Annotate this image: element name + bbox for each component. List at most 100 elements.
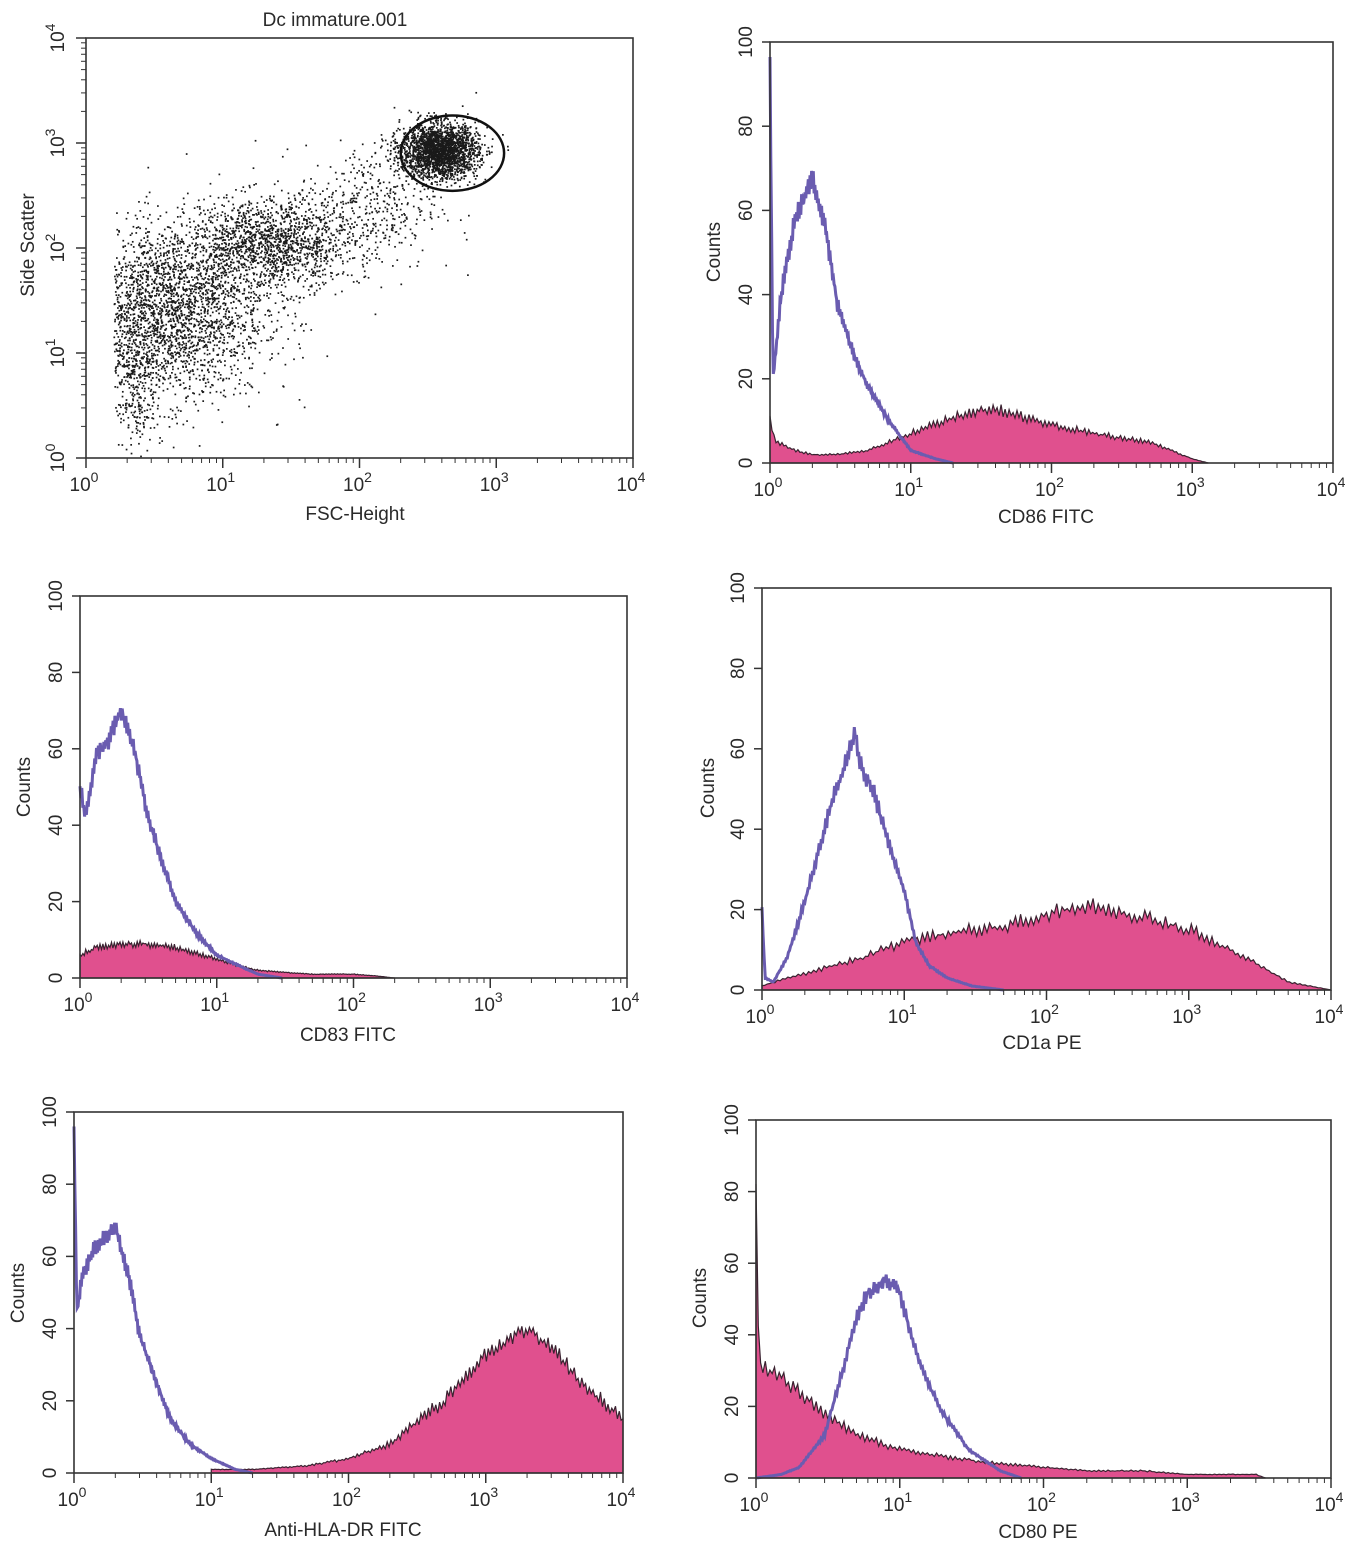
event-dot [231,320,233,323]
event-dot [269,199,272,202]
event-dot [220,247,223,249]
event-dot [190,262,193,265]
event-dot [320,249,322,252]
event-dot [219,337,222,339]
event-dot [201,227,204,230]
event-dot [325,231,328,234]
event-dot [348,242,351,245]
event-dot [155,294,158,297]
event-dot [266,251,269,254]
event-dot [221,341,224,344]
event-dot [182,197,185,200]
event-dot [222,290,225,292]
event-dot [260,210,262,212]
event-dot [432,195,435,198]
event-dot [304,228,306,230]
event-dot [215,285,218,288]
event-dot [132,319,134,321]
event-dot [304,210,307,213]
event-dot [145,343,148,345]
event-dot [240,315,243,317]
event-dot [145,270,148,273]
event-dot [194,249,197,251]
event-dot [213,243,216,246]
event-dot [176,318,179,320]
event-dot [284,262,286,265]
event-dot [140,310,143,313]
event-dot [248,291,250,294]
event-dot [195,291,197,294]
event-dot [214,272,216,275]
event-dot [197,278,199,281]
event-dot [202,265,205,268]
event-dot [402,169,405,172]
event-dot [151,260,154,263]
event-dot [166,250,169,253]
event-dot [158,313,160,316]
event-dot [258,300,261,302]
event-dot [216,270,219,272]
event-dot [192,295,195,298]
event-dot [160,264,163,267]
event-dot [248,184,251,187]
event-dot [176,333,178,336]
event-dot [427,128,430,131]
event-dot [232,354,235,357]
event-dot [445,155,448,158]
event-dot [123,304,126,306]
event-dot [224,254,226,257]
event-dot [180,312,183,315]
event-dot [211,321,214,323]
event-dot [173,268,175,270]
event-dot [138,201,140,203]
event-dot [176,206,179,209]
event-dot [276,262,278,265]
event-dot [139,430,141,433]
event-dot [128,261,131,264]
event-dot [256,247,259,249]
event-dot [217,354,219,356]
event-dot [139,210,142,212]
event-dot [175,376,178,379]
event-dot [186,327,189,329]
event-dot [191,369,194,371]
event-dot [188,322,191,325]
event-dot [304,280,307,282]
event-dot [195,330,197,332]
event-dot [163,268,165,271]
event-dot [156,341,159,343]
event-dot [145,278,148,281]
event-dot [172,319,175,322]
event-dot [222,260,225,263]
event-dot [280,207,283,210]
event-dot [473,152,475,155]
event-dot [121,291,124,294]
event-dot [176,318,179,321]
event-dot [149,308,151,311]
event-dot [222,239,225,241]
event-dot [304,225,306,228]
event-dot [236,345,239,348]
event-dot [440,133,443,136]
event-dot [282,385,285,388]
event-dot [201,235,203,237]
event-dot [132,313,135,316]
event-dot [280,208,283,211]
event-dot [143,245,145,247]
event-dot [208,282,211,285]
event-dot [368,259,371,262]
event-dot [410,111,413,114]
event-dot [121,306,124,308]
event-dot [147,373,150,376]
event-dot [287,299,289,301]
event-dot [180,257,183,259]
event-dot [221,271,224,274]
event-dot [455,136,458,138]
event-dot [156,289,158,291]
event-dot [193,400,196,403]
event-dot [152,311,154,314]
event-dot [154,354,157,357]
event-dot [221,333,223,336]
event-dot [224,220,227,222]
